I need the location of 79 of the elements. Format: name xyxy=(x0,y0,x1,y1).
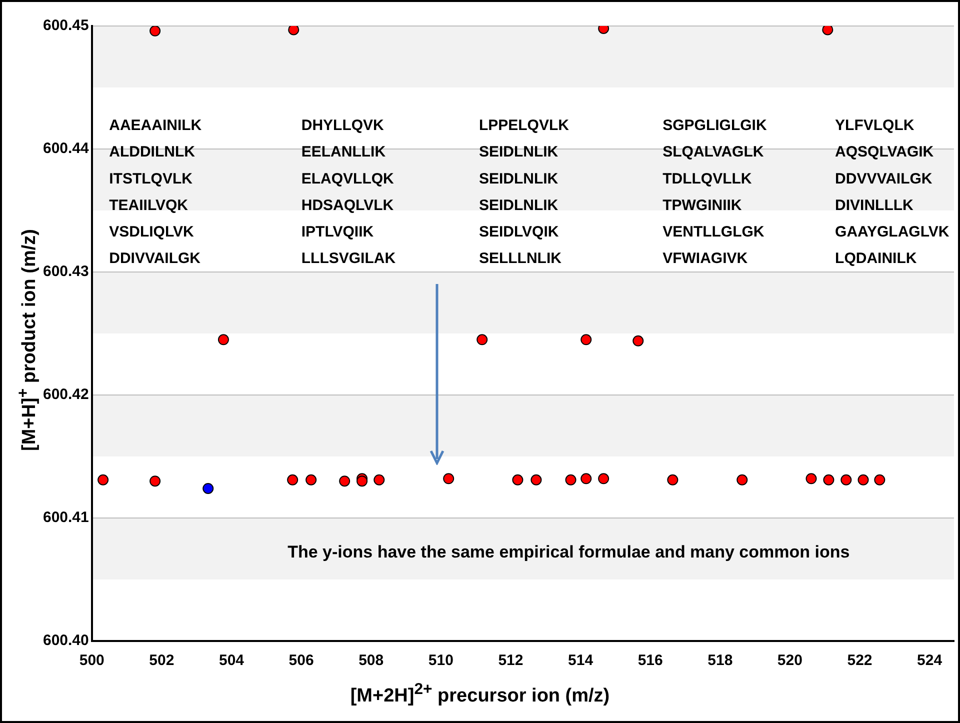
point xyxy=(822,26,834,36)
x-tick-label: 504 xyxy=(218,652,245,670)
x-tick-label: 520 xyxy=(777,652,802,670)
annotation: VFWIAGIVK xyxy=(662,250,748,268)
annotation: LPPELQVLK xyxy=(478,117,570,134)
point xyxy=(356,476,368,487)
annotation: AAEAAINILK xyxy=(109,117,202,134)
point xyxy=(736,474,748,486)
annotation: SEIDLNLIK xyxy=(478,170,558,188)
x-tick-label: 522 xyxy=(847,652,872,670)
point xyxy=(218,334,229,346)
annotation: DDVVVAILGK xyxy=(835,170,932,188)
annotation: The y-ions have the same empirical formulae and many common ions xyxy=(288,542,850,562)
point xyxy=(598,473,610,484)
point xyxy=(580,473,592,484)
point xyxy=(287,474,298,486)
annotation: LLLSVGILAK xyxy=(301,250,396,268)
annotation: SEIDLNLIK xyxy=(478,144,558,161)
x-tick-label: 516 xyxy=(638,652,663,670)
annotation: VENTLLGLGK xyxy=(662,224,764,241)
annotation: ELAQVLLQK xyxy=(301,170,394,188)
annotation: SEIDLVQIK xyxy=(478,224,559,241)
annotation: TPWGINIIK xyxy=(662,196,742,214)
annotation: ALDDILNLK xyxy=(109,144,196,161)
annotation: EELANLLIK xyxy=(301,144,386,161)
point xyxy=(476,334,488,346)
annotation: ITSTLQVLK xyxy=(109,170,193,188)
x-tick-label: 508 xyxy=(358,652,384,670)
point xyxy=(840,474,852,486)
point xyxy=(150,476,161,487)
annotation: VSDLIQLVK xyxy=(109,224,194,241)
x-axis-title: [M+2H]$^{2+}$ precursor ion (m/z) xyxy=(349,681,611,708)
point xyxy=(288,26,300,36)
point xyxy=(202,482,214,494)
annotation: GAAYGLAGLVK xyxy=(835,224,950,241)
annotation: HDSAQLVLK xyxy=(301,196,394,214)
annotation: DIVINLLLK xyxy=(835,196,914,214)
point xyxy=(632,335,644,346)
y-tick-label: 600.40 xyxy=(42,632,89,650)
annotation: DHYLLQVK xyxy=(301,117,384,134)
point xyxy=(874,474,886,486)
y-tick-label: 600.42 xyxy=(42,386,89,404)
point xyxy=(806,473,817,484)
point xyxy=(443,473,454,484)
point xyxy=(339,476,350,487)
annotation: TEAIILVQK xyxy=(109,196,188,214)
point xyxy=(512,474,524,486)
point xyxy=(580,334,592,346)
y-tick-label: 600.41 xyxy=(42,509,89,526)
x-tick-label: 518 xyxy=(708,652,733,670)
point xyxy=(150,26,161,36)
point xyxy=(306,474,317,486)
x-tick-label: 500 xyxy=(79,652,104,670)
y-tick-label: 600.43 xyxy=(42,263,89,280)
annotation: IPTLVQIIK xyxy=(301,224,374,241)
point xyxy=(98,474,109,486)
annotation: AQSQLVAGIK xyxy=(835,144,934,161)
point xyxy=(667,474,678,486)
annotation: SELLLNLIK xyxy=(478,250,562,268)
point xyxy=(858,474,869,486)
point xyxy=(374,474,385,486)
annotation: SEIDLNLIK xyxy=(478,196,558,214)
x-tick-label: 514 xyxy=(568,652,594,670)
annotation: DDIVVAILGK xyxy=(109,250,201,268)
x-tick-label: 510 xyxy=(428,652,454,670)
annotation: SGPGLIGLGIK xyxy=(662,117,767,134)
point xyxy=(530,474,542,486)
point xyxy=(823,474,834,486)
x-tick-label: 524 xyxy=(917,652,943,670)
x-tick-label: 502 xyxy=(149,652,174,670)
annotation: YLFVLQLK xyxy=(835,117,914,134)
point xyxy=(565,474,576,486)
y-tick-label: 600.44 xyxy=(42,140,90,158)
x-tick-label: 506 xyxy=(288,652,314,670)
annotation: SLQALVAGLK xyxy=(662,144,764,161)
annotation: TDLLQVLLK xyxy=(662,170,752,188)
y-tick-label: 600.45 xyxy=(42,17,89,34)
annotation: LQDAINILK xyxy=(835,250,917,268)
x-tick-label: 512 xyxy=(498,652,524,670)
